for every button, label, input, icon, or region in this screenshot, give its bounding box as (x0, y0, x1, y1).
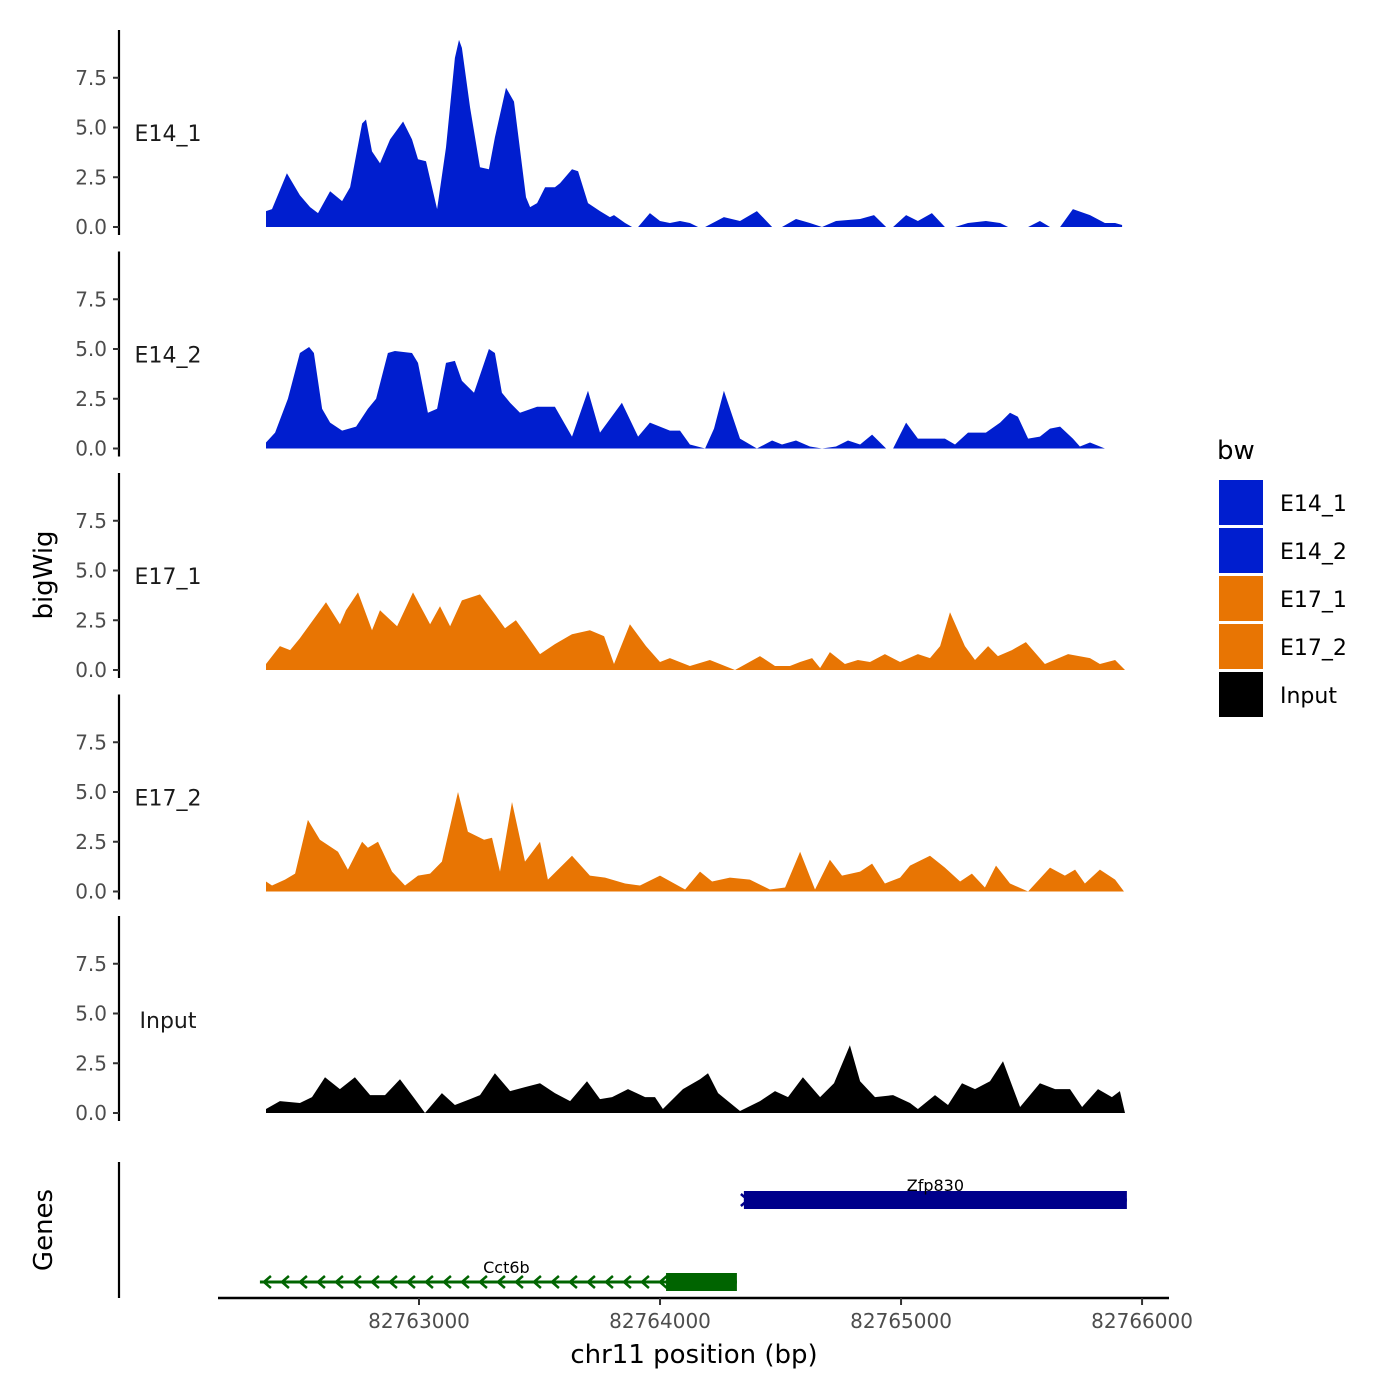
legend-key (1219, 672, 1263, 717)
y-tick-label: 5.0 (75, 780, 107, 804)
legend-key (1219, 480, 1263, 525)
strand-arrow-icon (262, 1275, 272, 1289)
genes-panel: 82763000 82764000 82765000 82766000 Zfp830 Cc… (117, 1162, 1193, 1333)
y-tick-label: 0.0 (75, 880, 107, 904)
legend-key (1219, 528, 1263, 573)
track-label: E14_1 (135, 122, 202, 147)
signal-area-e17-1 (266, 592, 1125, 670)
strand-arrow-icon (586, 1275, 596, 1289)
legend-item: Input (1219, 672, 1337, 717)
track-label: E17_2 (135, 787, 202, 812)
legend-item: E14_2 (1219, 528, 1347, 573)
strand-arrow-icon (406, 1275, 416, 1289)
gene-label: Zfp830 (907, 1176, 964, 1195)
strand-arrow-icon (640, 1275, 650, 1289)
strand-arrow-icon (370, 1275, 380, 1289)
signal-area-e14-1 (266, 39, 1123, 228)
y-tick-label: 0.0 (75, 1101, 107, 1125)
legend-label: E17_2 (1280, 636, 1347, 661)
gene-exon (743, 1191, 1127, 1209)
x-tick-label: 82763000 (368, 1309, 470, 1333)
track-e17-2: 0.0 2.5 5.0 7.5 E17_2 (75, 694, 1124, 904)
signal-tracks: 0.0 2.5 5.0 7.5 E14_1 0.0 2.5 5.0 7.5 E14_2 0.0 2.5… (75, 30, 1125, 1125)
x-axis-title: chr11 position (bp) (570, 1340, 817, 1370)
y-tick-label: 0.0 (75, 215, 107, 239)
x-tick-label: 82766000 (1091, 1309, 1193, 1333)
y-tick-label: 7.5 (75, 287, 107, 311)
y-axis-title: bigWig (29, 530, 59, 619)
strand-arrow-icon (532, 1275, 542, 1289)
track-e14-2: 0.0 2.5 5.0 7.5 E14_2 (75, 251, 1105, 461)
y-tick-label: 2.5 (75, 830, 107, 854)
strand-arrow-icon (388, 1275, 398, 1289)
strand-arrow-icon (478, 1275, 488, 1289)
legend-title: bw (1217, 436, 1255, 466)
legend-label: E14_1 (1280, 492, 1347, 517)
strand-arrow-icon (352, 1275, 362, 1289)
y-tick-label: 5.0 (75, 337, 107, 361)
legend-label: Input (1280, 684, 1337, 709)
strand-arrow-icon (568, 1275, 578, 1289)
y-tick-label: 2.5 (75, 387, 107, 411)
y-tick-label: 7.5 (75, 509, 107, 533)
legend-item: E17_1 (1219, 576, 1347, 621)
legend-label: E14_2 (1280, 540, 1347, 565)
gene-zfp830: Zfp830 (740, 1176, 1127, 1209)
strand-arrow-icon (514, 1275, 524, 1289)
y-tick-label: 5.0 (75, 1002, 107, 1026)
legend-item: E17_2 (1219, 624, 1347, 669)
x-tick-label: 82765000 (850, 1309, 952, 1333)
strand-arrow-icon (334, 1275, 344, 1289)
gene-exon (666, 1273, 737, 1291)
y-tick-label: 7.5 (75, 730, 107, 754)
signal-area-e14-2 (266, 347, 1105, 449)
strand-arrow-icon (442, 1275, 452, 1289)
y-tick-label: 7.5 (75, 66, 107, 90)
y-tick-label: 2.5 (75, 165, 107, 189)
strand-arrow-icon (622, 1275, 632, 1289)
legend-item: E14_1 (1219, 480, 1347, 525)
track-label: Input (140, 1009, 197, 1034)
signal-area-input (266, 1045, 1125, 1113)
strand-arrow-icon (460, 1275, 470, 1289)
y-tick-label: 0.0 (75, 437, 107, 461)
strand-arrow-icon (298, 1275, 308, 1289)
y-tick-label: 0.0 (75, 658, 107, 682)
track-label: E17_1 (135, 565, 202, 590)
gene-label: Cct6b (483, 1258, 530, 1277)
track-e14-1: 0.0 2.5 5.0 7.5 E14_1 (75, 30, 1123, 239)
legend: bw E14_1 E14_2 E17_1 E17_2 Input (1217, 436, 1347, 717)
y-tick-label: 7.5 (75, 952, 107, 976)
genes-panel-title: Genes (29, 1189, 59, 1271)
strand-arrow-icon (316, 1275, 326, 1289)
y-tick-label: 2.5 (75, 1051, 107, 1075)
legend-key (1219, 576, 1263, 621)
track-e17-1: 0.0 2.5 5.0 7.5 E17_1 (75, 473, 1125, 682)
y-tick-label: 2.5 (75, 608, 107, 632)
legend-key (1219, 624, 1263, 669)
signal-area-e17-2 (266, 792, 1124, 892)
strand-arrow-icon (550, 1275, 560, 1289)
track-input: 0.0 2.5 5.0 7.5 Input (75, 916, 1125, 1125)
y-tick-label: 5.0 (75, 116, 107, 140)
gene-cct6b: Cct6b (259, 1258, 737, 1291)
y-tick-label: 5.0 (75, 559, 107, 583)
strand-arrow-icon (496, 1275, 506, 1289)
strand-arrow-icon (604, 1275, 614, 1289)
strand-arrow-icon (280, 1275, 290, 1289)
x-tick-label: 82764000 (609, 1309, 711, 1333)
legend-label: E17_1 (1280, 588, 1347, 613)
strand-arrow-icon (658, 1275, 668, 1289)
track-label: E14_2 (135, 344, 202, 369)
strand-arrow-icon (424, 1275, 434, 1289)
